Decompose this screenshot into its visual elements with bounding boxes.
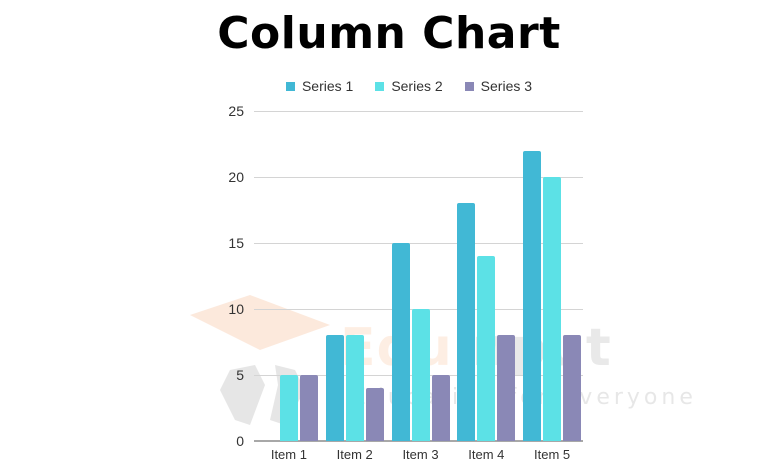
gridline — [254, 243, 583, 244]
x-tick-label: Item 4 — [468, 447, 505, 462]
bar-series-1-item-2 — [325, 335, 344, 441]
legend-item-series-3: Series 3 — [464, 78, 533, 94]
bar-series-3-item-1 — [299, 375, 318, 441]
x-axis-line — [254, 440, 583, 442]
bar-series-3-item-5 — [563, 335, 582, 441]
gridline — [254, 111, 583, 112]
bar-series-3-item-2 — [365, 388, 384, 441]
legend-swatch-series-2 — [375, 81, 385, 91]
bar-series-2-item-2 — [345, 335, 364, 441]
y-tick-label: 0 — [236, 433, 244, 449]
bar-series-2-item-4 — [477, 256, 496, 441]
legend-label: Series 3 — [480, 78, 533, 94]
bar-series-1-item-3 — [391, 243, 410, 441]
bar-series-2-item-1 — [279, 375, 298, 441]
x-tick-label: Item 1 — [270, 447, 307, 462]
bar-series-3-item-4 — [497, 335, 516, 441]
bar-series-1-item-5 — [523, 150, 542, 441]
y-tick-label: 15 — [228, 235, 244, 251]
x-tick-label: Item 5 — [534, 447, 571, 462]
y-tick-label: 20 — [228, 169, 244, 185]
chart-title: Column Chart — [217, 8, 561, 59]
legend-item-series-2: Series 2 — [375, 78, 443, 94]
y-tick-label: 5 — [236, 367, 244, 383]
bar-series-3-item-3 — [431, 375, 450, 441]
x-tick-label: Item 3 — [402, 447, 439, 462]
legend-swatch-series-3 — [464, 81, 474, 91]
legend-item-series-1: Series 1 — [285, 78, 354, 94]
y-tick-label: 25 — [228, 103, 244, 119]
y-tick-label: 10 — [228, 301, 244, 317]
bar-series-1-item-4 — [457, 203, 476, 441]
gridline — [254, 177, 583, 178]
bar-series-2-item-3 — [411, 309, 430, 441]
legend: Series 1 Series 2 Series 3 — [0, 78, 768, 94]
bar-series-2-item-5 — [543, 177, 562, 441]
x-tick-label: Item 2 — [336, 447, 373, 462]
legend-label: Series 1 — [301, 78, 354, 94]
legend-label: Series 2 — [391, 78, 443, 94]
legend-swatch-series-1 — [285, 81, 295, 91]
